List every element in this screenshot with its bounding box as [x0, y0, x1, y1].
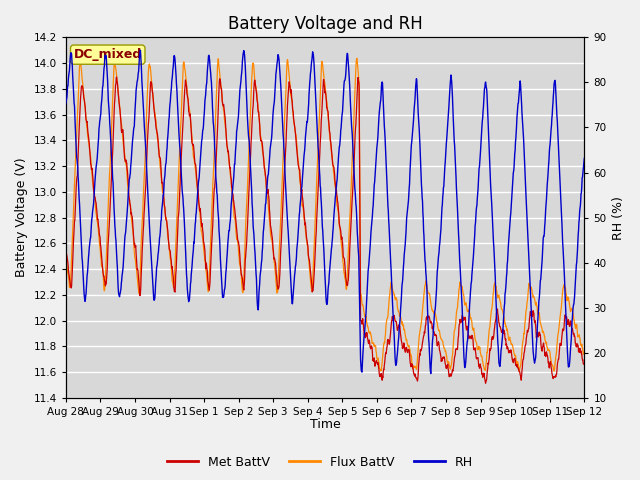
- Title: Battery Voltage and RH: Battery Voltage and RH: [228, 15, 422, 33]
- Y-axis label: Battery Voltage (V): Battery Voltage (V): [15, 158, 28, 277]
- RH: [62, 101, 70, 107]
- Line: Met BattV: Met BattV: [66, 77, 584, 383]
- RH: [474, 192, 481, 197]
- Met BattV: [406, 351, 413, 357]
- RH: [165, 117, 173, 122]
- Flux BattV: [62, 257, 70, 263]
- Flux BattV: [164, 238, 172, 244]
- Met BattV: [62, 245, 70, 251]
- RH: [580, 156, 588, 161]
- RH: [236, 95, 243, 101]
- Text: DC_mixed: DC_mixed: [74, 48, 142, 61]
- Flux BattV: [520, 336, 527, 341]
- Met BattV: [236, 248, 243, 253]
- Line: RH: RH: [66, 50, 584, 373]
- Flux BattV: [474, 347, 481, 352]
- Met BattV: [178, 148, 186, 154]
- Flux BattV: [236, 254, 243, 260]
- RH: [406, 181, 413, 187]
- RH: [136, 48, 144, 53]
- Met BattV: [113, 74, 120, 80]
- Met BattV: [580, 361, 588, 367]
- Flux BattV: [177, 114, 185, 120]
- Line: Flux BattV: Flux BattV: [66, 59, 584, 371]
- Met BattV: [482, 380, 490, 386]
- Met BattV: [474, 355, 481, 361]
- Met BattV: [165, 241, 173, 247]
- RH: [520, 133, 527, 139]
- Flux BattV: [353, 56, 361, 61]
- Y-axis label: RH (%): RH (%): [612, 196, 625, 240]
- Flux BattV: [580, 349, 588, 355]
- Met BattV: [520, 357, 527, 362]
- RH: [178, 174, 186, 180]
- Legend: Met BattV, Flux BattV, RH: Met BattV, Flux BattV, RH: [162, 451, 478, 474]
- Flux BattV: [406, 346, 413, 351]
- RH: [427, 371, 435, 376]
- X-axis label: Time: Time: [310, 419, 340, 432]
- Flux BattV: [515, 368, 523, 374]
